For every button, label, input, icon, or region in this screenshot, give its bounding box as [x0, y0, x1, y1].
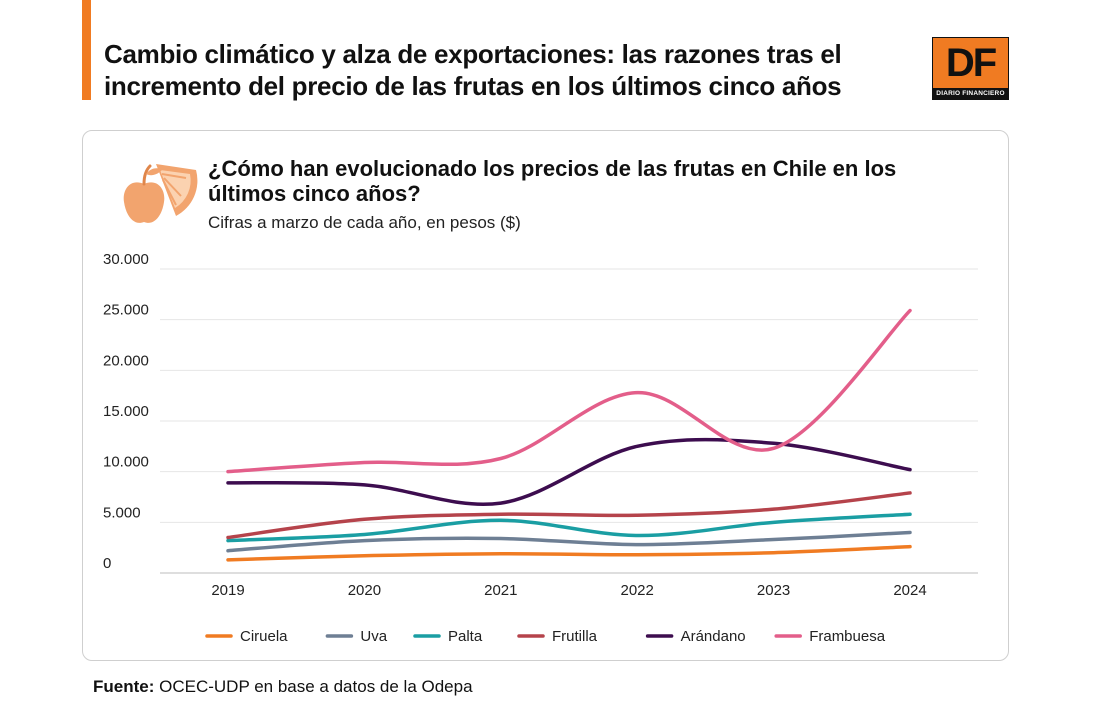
series-line-palta — [226, 512, 912, 543]
headline: Cambio climático y alza de exportaciones… — [104, 39, 842, 101]
legend-label: Arándano — [681, 628, 746, 645]
x-tick-label: 2019 — [211, 582, 244, 599]
legend-label: Palta — [448, 628, 483, 645]
chart-title: ¿Cómo han evolucionado los precios de la… — [208, 156, 897, 206]
series-line-frutilla — [226, 491, 912, 540]
series-line-uva — [226, 530, 912, 553]
y-tick-label: 5.000 — [103, 504, 141, 521]
legend-label: Frambuesa — [809, 628, 886, 645]
y-tick-label: 30.000 — [103, 251, 149, 268]
x-tick-label: 2021 — [484, 582, 517, 599]
legend-label: Uva — [360, 628, 387, 645]
source-note: Fuente: OCEC-UDP en base a datos de la O… — [93, 676, 473, 698]
source-label: Fuente: — [93, 677, 155, 696]
y-tick-label: 0 — [103, 555, 111, 572]
df-logo: DF DIARIO FINANCIERO — [932, 37, 1009, 100]
x-tick-label: 2023 — [757, 582, 790, 599]
y-tick-label: 10.000 — [103, 454, 149, 471]
fruit-icon — [123, 164, 198, 223]
x-tick-label: 2024 — [893, 582, 926, 599]
series-line-arándano — [226, 437, 912, 506]
orange-slice-icon — [156, 164, 198, 216]
y-tick-label: 20.000 — [103, 352, 149, 369]
series-line-ciruela — [226, 544, 912, 562]
logo-letters: DF — [945, 41, 997, 85]
legend-label: Ciruela — [240, 628, 288, 645]
apple-icon — [123, 164, 165, 223]
series-line-frambuesa — [226, 308, 912, 474]
x-tick-label: 2022 — [621, 582, 654, 599]
logo-name: DIARIO FINANCIERO — [933, 88, 1008, 99]
accent-bar — [82, 0, 91, 100]
chart-subtitle: Cifras a marzo de cada año, en pesos ($) — [208, 213, 521, 232]
y-tick-label: 15.000 — [103, 403, 149, 420]
x-tick-label: 2020 — [348, 582, 381, 599]
legend-label: Frutilla — [552, 628, 598, 645]
y-tick-label: 25.000 — [103, 302, 149, 319]
source-text: OCEC-UDP en base a datos de la Odepa — [159, 677, 473, 696]
